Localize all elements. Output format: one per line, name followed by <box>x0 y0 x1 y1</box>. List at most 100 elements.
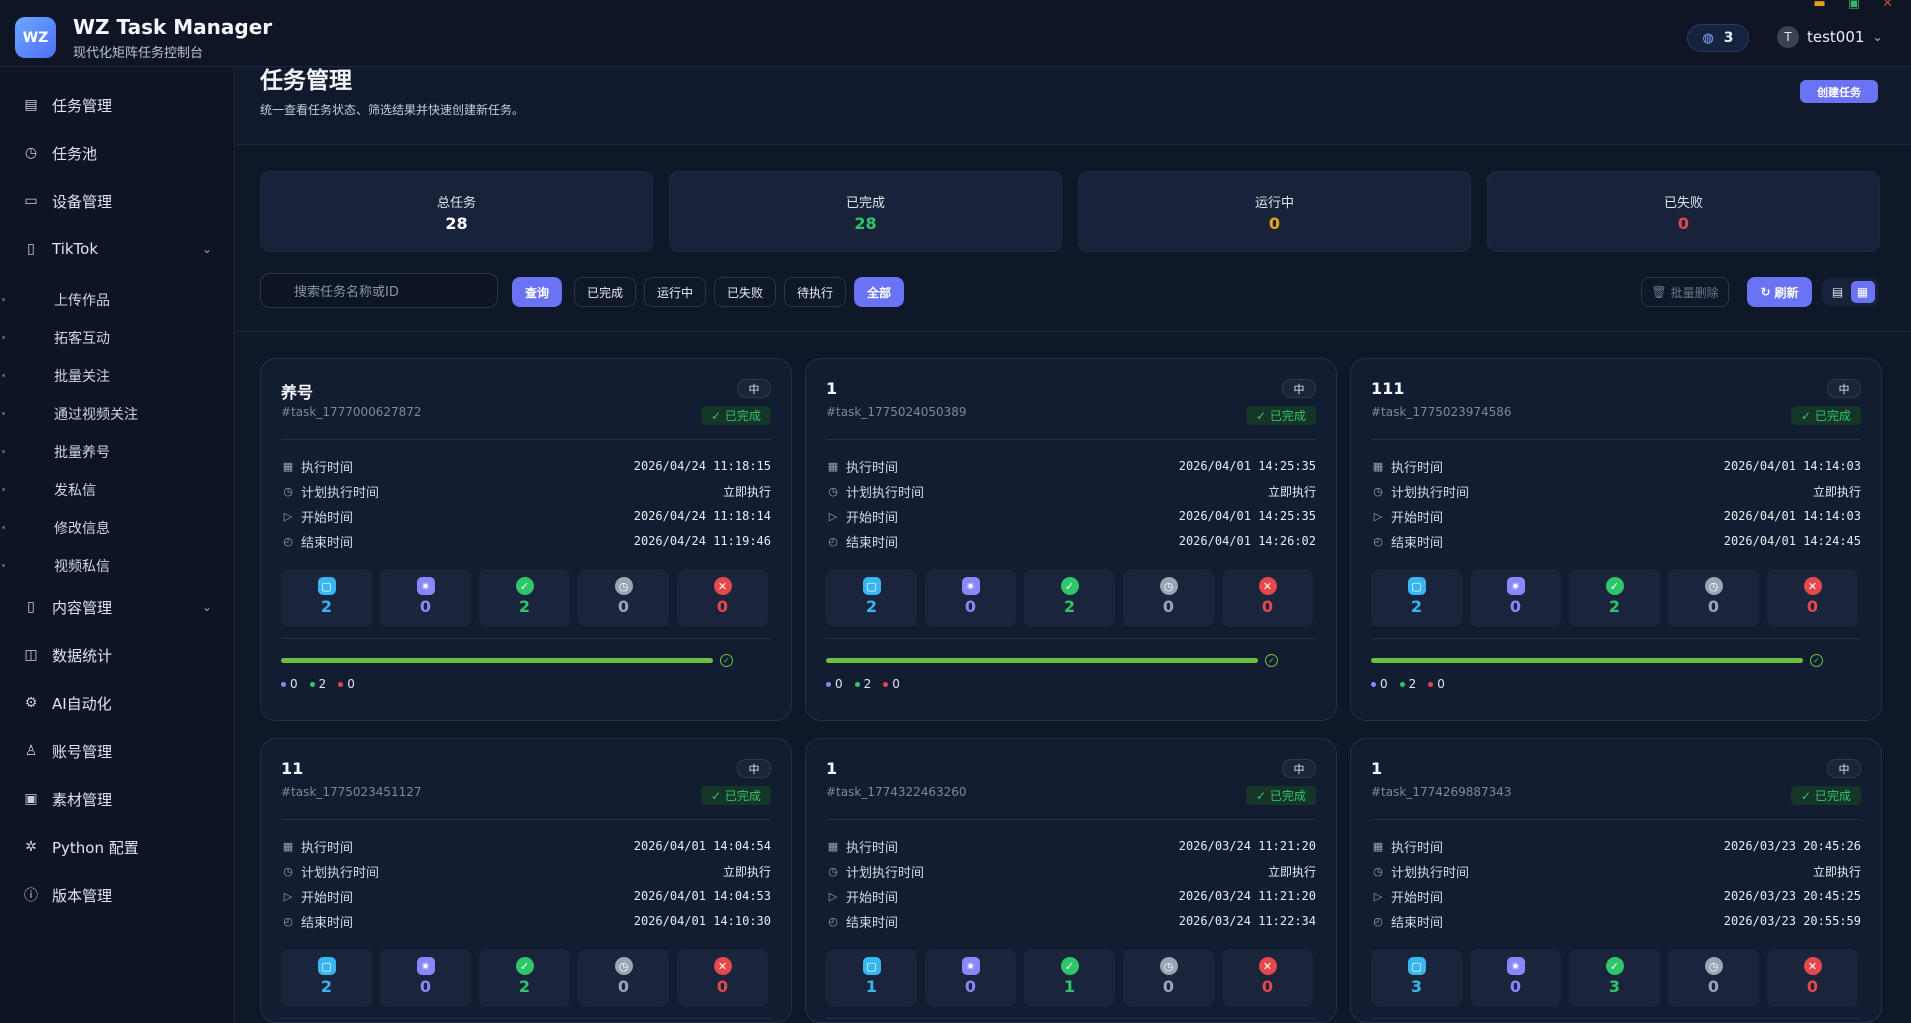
sidebar-sub-video-dm[interactable]: 视频私信 <box>54 559 110 575</box>
app-logo: WZ <box>15 17 56 58</box>
sidebar-item-task-management[interactable]: ▤ 任务管理 <box>22 90 212 120</box>
filter-pending-button[interactable]: 待执行 <box>784 277 846 307</box>
metric-box: ✓ 2 <box>1569 569 1660 627</box>
create-task-button[interactable]: 创建任务 <box>1800 80 1878 103</box>
minimize-icon[interactable]: ▬ <box>1813 0 1826 11</box>
sidebar-item-version[interactable]: ⓘ 版本管理 <box>22 880 212 910</box>
info-value: 2026/03/23 20:45:25 <box>1723 889 1861 903</box>
info-row: ◴ 结束时间 2026/03/23 20:55:59 <box>1371 911 1861 931</box>
divider <box>1371 819 1861 820</box>
priority-badge: 中 <box>1282 379 1316 398</box>
info-row: ▷ 开始时间 2026/04/01 14:14:03 <box>1371 506 1861 526</box>
sidebar-sub-engage[interactable]: 拓客互动 <box>54 331 110 347</box>
info-value: 立即执行 <box>1267 484 1316 499</box>
refresh-button[interactable]: ↻ 刷新 <box>1747 277 1812 307</box>
check-circle-icon: ✓ <box>1605 577 1624 595</box>
divider <box>826 1018 1316 1019</box>
filter-failed-button[interactable]: 已失败 <box>714 277 776 307</box>
status-label: 已完成 <box>724 409 761 423</box>
filter-all-button[interactable]: 全部 <box>854 277 904 307</box>
sidebar-item-tiktok[interactable]: ▯ TikTok ⌄ <box>22 234 212 264</box>
metric-box: ◷ 0 <box>1668 949 1759 1007</box>
query-button[interactable]: 查询 <box>512 277 562 307</box>
sidebar-item-content[interactable]: ▯ 内容管理 ⌄ <box>22 592 212 622</box>
play-icon: ▷ <box>283 509 293 523</box>
sidebar-item-task-pool[interactable]: ◷ 任务池 <box>22 138 212 168</box>
info-value: 2026/03/23 20:55:59 <box>1723 914 1861 928</box>
filter-running-button[interactable]: 运行中 <box>644 277 706 307</box>
stat-card-total: 总任务 28 <box>260 171 653 252</box>
metric-box: ✷ 0 <box>380 569 471 627</box>
task-id: #task_1777000627872 <box>281 405 422 419</box>
legend-running: 0 <box>826 677 843 691</box>
chevron-down-icon: ⌄ <box>1872 30 1883 44</box>
check-circle-icon: ✓ <box>1060 957 1079 975</box>
task-id: #task_1774269887343 <box>1371 785 1512 799</box>
task-card[interactable]: 1 #task_1774322463260 中 ✓ 已完成 ▦ 执行时间 2026/0… <box>805 738 1337 1023</box>
task-name: 养号 <box>281 383 314 402</box>
search-input[interactable]: 搜索任务名称或ID <box>260 273 498 308</box>
sidebar-item-stats[interactable]: ◫ 数据统计 <box>22 640 212 670</box>
sidebar-sub-batch-follow[interactable]: 批量关注 <box>54 369 110 385</box>
sidebar-sub-upload[interactable]: 上传作品 <box>54 293 110 309</box>
sidebar-item-label: AI自动化 <box>52 694 112 713</box>
calendar-icon: ▦ <box>282 839 294 853</box>
metric-box: ✕ 0 <box>1222 569 1313 627</box>
close-icon[interactable]: ✕ <box>1882 0 1893 11</box>
sidebar-sub-dm[interactable]: 发私信 <box>54 483 96 499</box>
sidebar-item-accounts[interactable]: ♙ 账号管理 <box>22 736 212 766</box>
priority-badge: 中 <box>737 379 771 398</box>
user-menu[interactable]: T test001 ⌄ <box>1777 26 1883 48</box>
info-label: 执行时间 <box>1391 840 1444 856</box>
sidebar-sub-video-follow[interactable]: 通过视频关注 <box>54 407 138 423</box>
loading-icon: ✷ <box>1506 957 1525 975</box>
metric-box: ✓ 2 <box>479 569 570 627</box>
clock-icon: ◷ <box>1159 577 1178 595</box>
check-icon: ✓ <box>711 788 725 803</box>
info-row: ▦ 执行时间 2026/04/01 14:04:54 <box>281 836 771 856</box>
info-row: ◷ 计划执行时间 立即执行 <box>1371 861 1861 881</box>
chip-icon: ⚙ <box>24 695 38 711</box>
sidebar-item-ai[interactable]: ⚙ AI自动化 <box>22 688 212 718</box>
play-icon: ▷ <box>283 889 293 903</box>
info-label: 计划执行时间 <box>301 865 380 881</box>
sidebar-item-devices[interactable]: ▭ 设备管理 <box>22 186 212 216</box>
info-row: ◷ 计划执行时间 立即执行 <box>826 861 1316 881</box>
info-row: ▷ 开始时间 2026/03/24 11:21:20 <box>826 886 1316 906</box>
info-label: 执行时间 <box>846 840 899 856</box>
clock-icon: ◷ <box>1704 957 1723 975</box>
info-value: 2026/03/23 20:45:26 <box>1723 839 1861 853</box>
sub-dot <box>2 412 5 415</box>
batch-delete-button[interactable]: 🗑 批量删除 <box>1641 277 1729 307</box>
task-card[interactable]: 1 #task_1775024050389 中 ✓ 已完成 ▦ 执行时间 2026/0… <box>805 358 1337 721</box>
task-card[interactable]: 111 #task_1775023974586 中 ✓ 已完成 ▦ 执行时间 2026… <box>1350 358 1882 721</box>
x-circle-icon: ✕ <box>713 577 732 595</box>
info-value: 2026/04/01 14:26:02 <box>1178 534 1316 548</box>
task-card[interactable]: 养号 #task_1777000627872 中 ✓ 已完成 ▦ 执行时间 2026/… <box>260 358 792 721</box>
metric-value: 0 <box>1162 977 1175 996</box>
list-view-icon[interactable]: ▤ <box>1831 285 1844 299</box>
divider <box>1371 638 1861 639</box>
task-id: #task_1774322463260 <box>826 785 967 799</box>
sidebar-item-materials[interactable]: ▣ 素材管理 <box>22 784 212 814</box>
clock-icon: ◷ <box>283 864 293 878</box>
filter-done-button[interactable]: 已完成 <box>574 277 636 307</box>
info-row: ◷ 计划执行时间 立即执行 <box>281 861 771 881</box>
calendar-icon: ▦ <box>1372 839 1384 853</box>
sub-dot <box>2 450 5 453</box>
sidebar-sub-batch-nurture[interactable]: 批量养号 <box>54 445 110 461</box>
clock-icon: ◷ <box>1373 484 1383 498</box>
messages-button[interactable]: ◍ 3 <box>1687 24 1749 52</box>
info-label: 结束时间 <box>1391 535 1444 551</box>
x-circle-icon: ✕ <box>1258 577 1277 595</box>
grid-view-icon[interactable]: ▦ <box>1850 281 1875 303</box>
sidebar-item-python[interactable]: ✲ Python 配置 <box>22 832 212 862</box>
info-label: 执行时间 <box>301 460 354 476</box>
task-card[interactable]: 1 #task_1774269887343 中 ✓ 已完成 ▦ 执行时间 2026/0… <box>1350 738 1882 1023</box>
sidebar-sub-edit-info[interactable]: 修改信息 <box>54 521 110 537</box>
sidebar-item-label: 素材管理 <box>52 790 113 809</box>
legend-running: 0 <box>1371 677 1388 691</box>
maximize-icon[interactable]: ▣ <box>1847 0 1861 11</box>
task-card[interactable]: 11 #task_1775023451127 中 ✓ 已完成 ▦ 执行时间 2026/… <box>260 738 792 1023</box>
chevron-down-icon: ⌄ <box>201 600 212 614</box>
